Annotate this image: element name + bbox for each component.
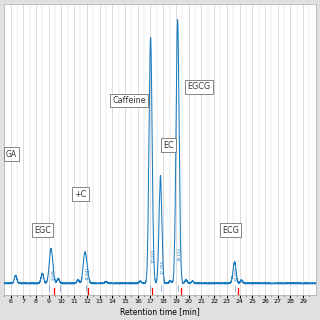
- Text: 19.132: 19.132: [178, 247, 182, 261]
- Text: 9.186: 9.186: [52, 268, 56, 280]
- Text: Caffeine: Caffeine: [112, 96, 146, 105]
- Text: +C: +C: [74, 190, 87, 199]
- Text: EGC: EGC: [34, 226, 51, 235]
- Text: 11.841: 11.841: [85, 266, 89, 280]
- Text: GA: GA: [6, 149, 17, 158]
- X-axis label: Retention time [min]: Retention time [min]: [120, 307, 200, 316]
- Text: EC: EC: [163, 140, 173, 149]
- Text: 17.785: 17.785: [161, 260, 165, 274]
- Text: 23.607: 23.607: [235, 267, 239, 281]
- Text: EGCG: EGCG: [187, 83, 210, 92]
- Text: ECG: ECG: [222, 226, 239, 235]
- Text: 17.010: 17.010: [151, 249, 155, 263]
